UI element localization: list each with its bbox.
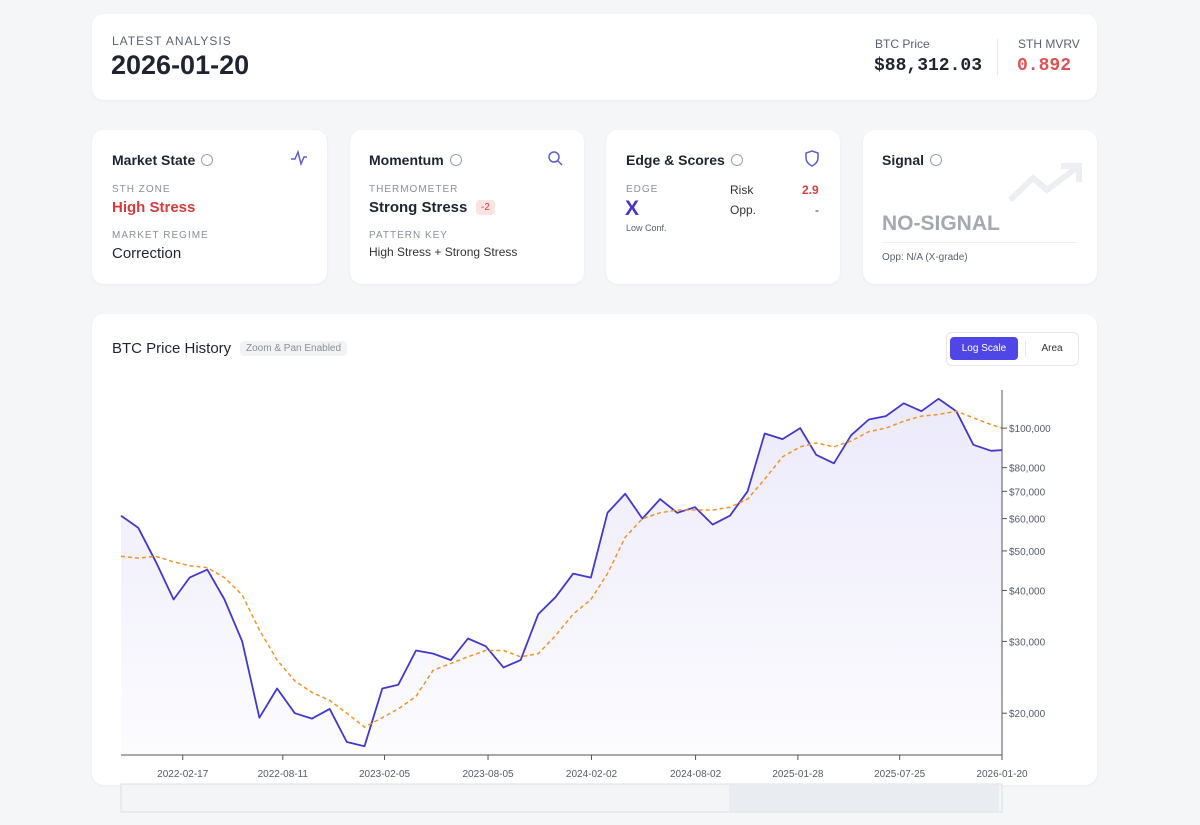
- field-label: MARKET REGIME: [112, 230, 209, 241]
- info-icon[interactable]: [201, 154, 214, 166]
- x-tick-label: 2023-02-05: [359, 769, 411, 780]
- risk-value: 2.9: [802, 183, 819, 197]
- moving-average-line: [120, 410, 1003, 728]
- card-title: Momentum: [369, 152, 462, 168]
- y-tick-label: $50,000: [1009, 547, 1046, 558]
- chart-title: BTC Price History: [112, 340, 232, 357]
- thermo-badge: -2: [476, 200, 495, 215]
- card-title-text: Momentum: [369, 152, 444, 168]
- edge-value: X: [625, 197, 640, 220]
- header-label: LATEST ANALYSIS: [112, 34, 232, 48]
- chart-badge: Zoom & Pan Enabled: [240, 341, 348, 356]
- field-label: PATTERN KEY: [369, 230, 448, 241]
- card-title-text: Edge & Scores: [626, 152, 725, 168]
- info-icon[interactable]: [730, 154, 743, 166]
- trend-icon: [1007, 163, 1082, 203]
- field-label: THERMOMETER: [369, 184, 459, 195]
- pulse-icon: [291, 150, 307, 166]
- field-label: EDGE: [626, 184, 659, 195]
- x-tick-label: 2022-08-11: [258, 769, 309, 780]
- x-tick-label: 2025-01-28: [772, 769, 824, 780]
- x-tick-label: 2023-08-05: [462, 769, 514, 780]
- navigator-window[interactable]: [729, 785, 999, 811]
- momentum-card: Momentum THERMOMETER Strong Stress -2 PA…: [350, 130, 584, 284]
- x-tick-label: 2026-01-20: [976, 769, 1028, 780]
- x-tick-label: 2024-02-02: [566, 769, 618, 780]
- signal-note: Opp: N/A (X-grade): [882, 252, 968, 263]
- y-tick-label: $30,000: [1009, 637, 1046, 648]
- x-tick-label: 2025-07-25: [874, 769, 926, 780]
- edge-card: Edge & Scores EDGE X Low Conf. Risk 2.9 …: [606, 130, 840, 284]
- y-tick-label: $40,000: [1009, 586, 1046, 597]
- divider: [1025, 341, 1026, 357]
- y-tick-label: $60,000: [1009, 515, 1046, 526]
- area-fill: [121, 398, 1002, 755]
- search-icon: [548, 151, 563, 166]
- thermo-value: Strong Stress: [369, 199, 468, 216]
- x-tick-label: 2022-02-17: [157, 769, 209, 780]
- pattern-value: High Stress + Strong Stress: [369, 245, 518, 259]
- log-scale-button[interactable]: Log Scale: [950, 337, 1018, 360]
- card-title-text: Market State: [112, 152, 196, 168]
- confidence: Low Conf.: [626, 223, 667, 233]
- risk-label: Risk: [730, 183, 754, 197]
- stat-label: STH MVRV: [1018, 37, 1080, 51]
- field-label: STH ZONE: [112, 184, 171, 195]
- y-tick-label: $70,000: [1009, 487, 1046, 498]
- y-tick-label: $100,000: [1009, 424, 1051, 435]
- shield-icon: [805, 150, 819, 167]
- zone-value: High Stress: [112, 199, 196, 216]
- x-tick-label: 2024-08-02: [670, 769, 722, 780]
- opp-value: -: [815, 203, 819, 217]
- stat-value: $88,312.03: [874, 56, 983, 76]
- divider: [997, 39, 998, 75]
- price-line: [120, 397, 1003, 748]
- card-title: Edge & Scores: [626, 152, 743, 168]
- divider: [882, 242, 1077, 243]
- button-group: Log Scale Area: [946, 332, 1079, 366]
- card-title: Market State: [112, 152, 214, 168]
- regime-value: Correction: [112, 245, 182, 262]
- market-state-card: Market State STH ZONE High Stress MARKET…: [92, 130, 327, 284]
- header-card: LATEST ANALYSIS 2026-01-20 BTC Price $88…: [92, 14, 1097, 100]
- y-tick-label: $20,000: [1009, 709, 1046, 720]
- info-icon[interactable]: [930, 154, 943, 166]
- header-date: 2026-01-20: [111, 50, 250, 80]
- area-button[interactable]: Area: [1041, 343, 1063, 354]
- y-tick-label: $80,000: [1009, 464, 1046, 475]
- card-title: Signal: [882, 152, 943, 168]
- signal-value: NO-SIGNAL: [882, 212, 1000, 235]
- stat-label: BTC Price: [875, 37, 930, 51]
- stat-value: 0.892: [1017, 56, 1072, 76]
- signal-card: Signal NO-SIGNAL Opp: N/A (X-grade): [863, 130, 1097, 284]
- card-title-text: Signal: [882, 152, 925, 168]
- opp-label: Opp.: [730, 203, 757, 217]
- info-icon[interactable]: [449, 154, 462, 166]
